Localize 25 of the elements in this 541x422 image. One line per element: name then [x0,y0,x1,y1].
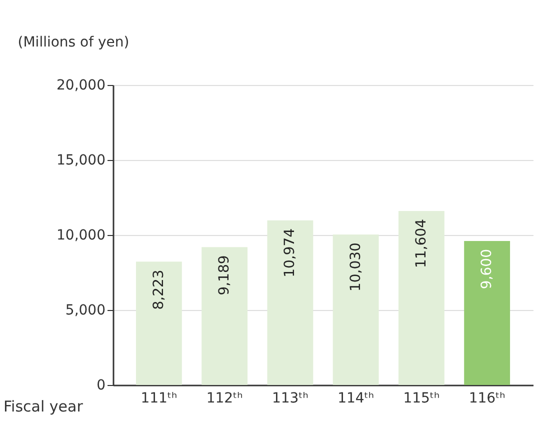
y-tick-label: 10,000 [56,228,106,244]
x-tick-label: 113ᵗʰ [272,390,308,406]
data-label: 10,974 [282,228,298,278]
y-axis-title: (Millions of yen) [18,34,130,50]
y-tick-label: 20,000 [56,78,106,94]
y-tick-label: 5,000 [65,302,106,318]
x-tick-label: 112ᵗʰ [206,390,243,406]
bar [398,210,444,385]
bar [332,234,379,385]
x-tick-label: 116ᵗʰ [468,390,506,406]
x-tick-label: 111ᵗʰ [140,390,178,406]
bar [202,247,248,385]
data-label: 10,030 [348,242,364,292]
bar [464,241,510,385]
bar [136,262,182,385]
data-label: 11,604 [413,218,430,268]
data-label: 9,189 [216,255,233,296]
y-tick-label: 0 [96,378,106,394]
x-axis-title: Fiscal year [4,398,84,416]
bar [267,220,314,385]
y-tick-label: 15,000 [56,152,106,168]
data-label: 9,600 [479,249,496,290]
data-label: 8,223 [150,270,167,310]
x-tick-label: 114ᵗʰ [338,390,374,406]
x-tick-label: 115ᵗʰ [403,390,440,406]
